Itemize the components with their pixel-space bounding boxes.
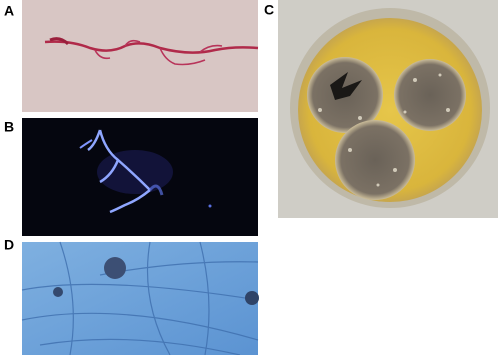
- panel-b-image: [22, 118, 258, 236]
- panel-label: A: [4, 3, 14, 19]
- panel-d-image: [21, 241, 259, 355]
- panel-a-image: [22, 0, 259, 112]
- panel-label: B: [4, 119, 14, 135]
- panel-label: C: [264, 2, 274, 18]
- panel-c-image: [278, 0, 498, 218]
- panel-label: D: [4, 237, 14, 253]
